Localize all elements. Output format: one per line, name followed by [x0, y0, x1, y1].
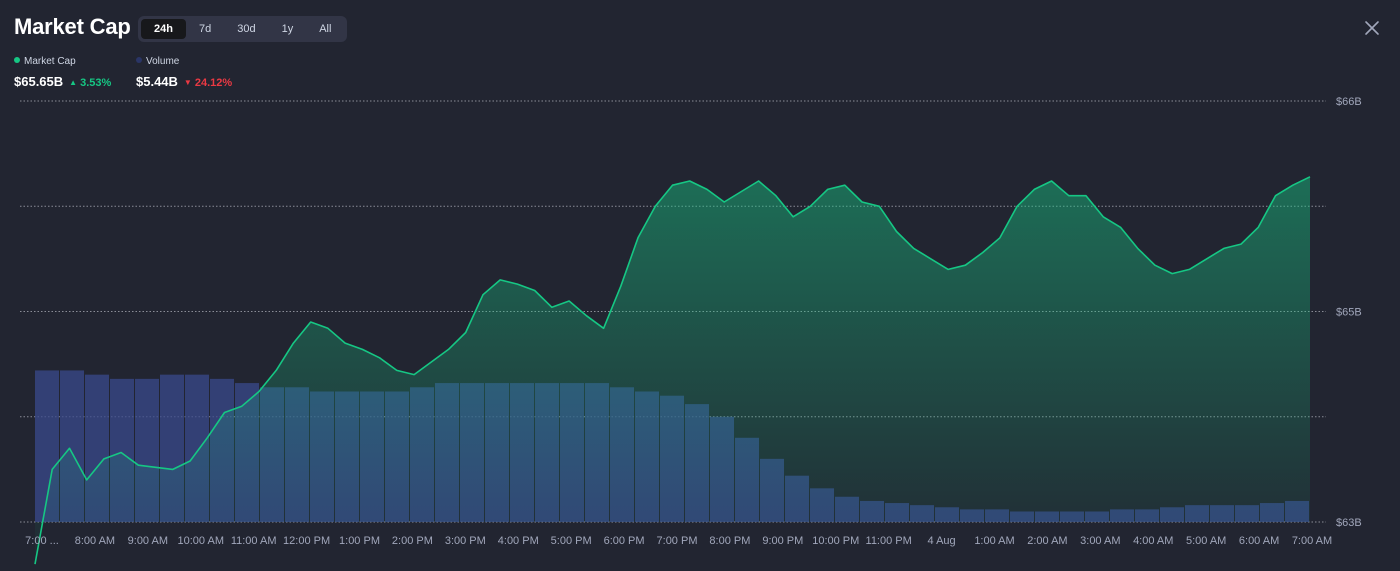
x-tick-label: 8:00 PM — [709, 535, 750, 547]
tab-24h[interactable]: 24h — [141, 19, 186, 39]
volume-change: ▼ 24.12% — [184, 77, 232, 89]
x-tick-label: 5:00 AM — [1186, 535, 1226, 547]
market-cap-dot-icon — [14, 57, 20, 63]
market-cap-line — [34, 176, 1311, 565]
legend-volume-label: Volume — [146, 56, 180, 67]
tab-all[interactable]: All — [319, 23, 332, 35]
y-tick-label: $66B — [1336, 96, 1362, 108]
volume-value: $5.44B — [136, 74, 178, 89]
page-title: Market Cap — [14, 14, 131, 39]
x-tick-label: 7:00 AM — [1292, 535, 1332, 547]
x-tick-label: 12:00 PM — [283, 535, 330, 547]
x-tick-label: 9:00 AM — [128, 535, 168, 547]
x-tick-label: 7:00 ... — [25, 535, 59, 547]
x-tick-label: 6:00 PM — [604, 535, 645, 547]
legend-market-cap-label: Market Cap — [24, 56, 76, 67]
x-tick-label: 1:00 PM — [339, 535, 380, 547]
triangle-down-icon: ▼ — [183, 78, 192, 87]
volume-stat: $5.44B ▼ 24.12% — [136, 74, 232, 89]
x-tick-label: 9:00 PM — [762, 535, 803, 547]
x-tick-label: 2:00 AM — [1027, 535, 1067, 547]
market-cap-stat: $65.65B ▲ 3.53% — [14, 74, 111, 89]
x-tick-label: 3:00 PM — [445, 535, 486, 547]
time-range-tabs: 24h 7d 30d 1y All — [138, 16, 348, 42]
x-tick-label: 2:00 PM — [392, 535, 433, 547]
x-tick-label: 4:00 AM — [1133, 535, 1173, 547]
tab-30d[interactable]: 30d — [237, 23, 256, 35]
volume-change-value: 24.12% — [194, 77, 233, 89]
y-tick-label: $63B — [1336, 517, 1362, 529]
close-icon[interactable] — [1364, 20, 1380, 36]
x-tick-label: 4 Aug — [928, 535, 956, 547]
x-tick-label: 11:00 PM — [866, 535, 912, 547]
x-tick-label: 7:00 PM — [657, 535, 698, 547]
x-tick-label: 5:00 PM — [551, 535, 592, 547]
market-cap-change-value: 3.53% — [80, 77, 112, 89]
x-tick-label: 11:00 AM — [231, 535, 277, 547]
x-tick-label: 10:00 AM — [178, 535, 224, 547]
legend-volume[interactable]: Volume — [136, 56, 179, 67]
market-cap-area — [35, 176, 1310, 565]
market-cap-value: $65.65B — [14, 74, 64, 89]
x-tick-label: 4:00 PM — [498, 535, 539, 547]
tab-7d[interactable]: 7d — [198, 23, 212, 35]
y-tick-label: $65B — [1336, 307, 1362, 319]
tab-1y[interactable]: 1y — [281, 23, 294, 35]
x-tick-label: 8:00 AM — [75, 535, 115, 547]
x-tick-label: 1:00 AM — [974, 535, 1014, 547]
legend-market-cap[interactable]: Market Cap — [14, 56, 76, 67]
x-tick-label: 10:00 PM — [812, 535, 859, 547]
market-cap-change: ▲ 3.53% — [69, 77, 111, 89]
x-tick-label: 3:00 AM — [1080, 535, 1120, 547]
triangle-up-icon: ▲ — [69, 78, 78, 87]
volume-dot-icon — [136, 57, 142, 63]
x-tick-label: 6:00 AM — [1239, 535, 1279, 547]
